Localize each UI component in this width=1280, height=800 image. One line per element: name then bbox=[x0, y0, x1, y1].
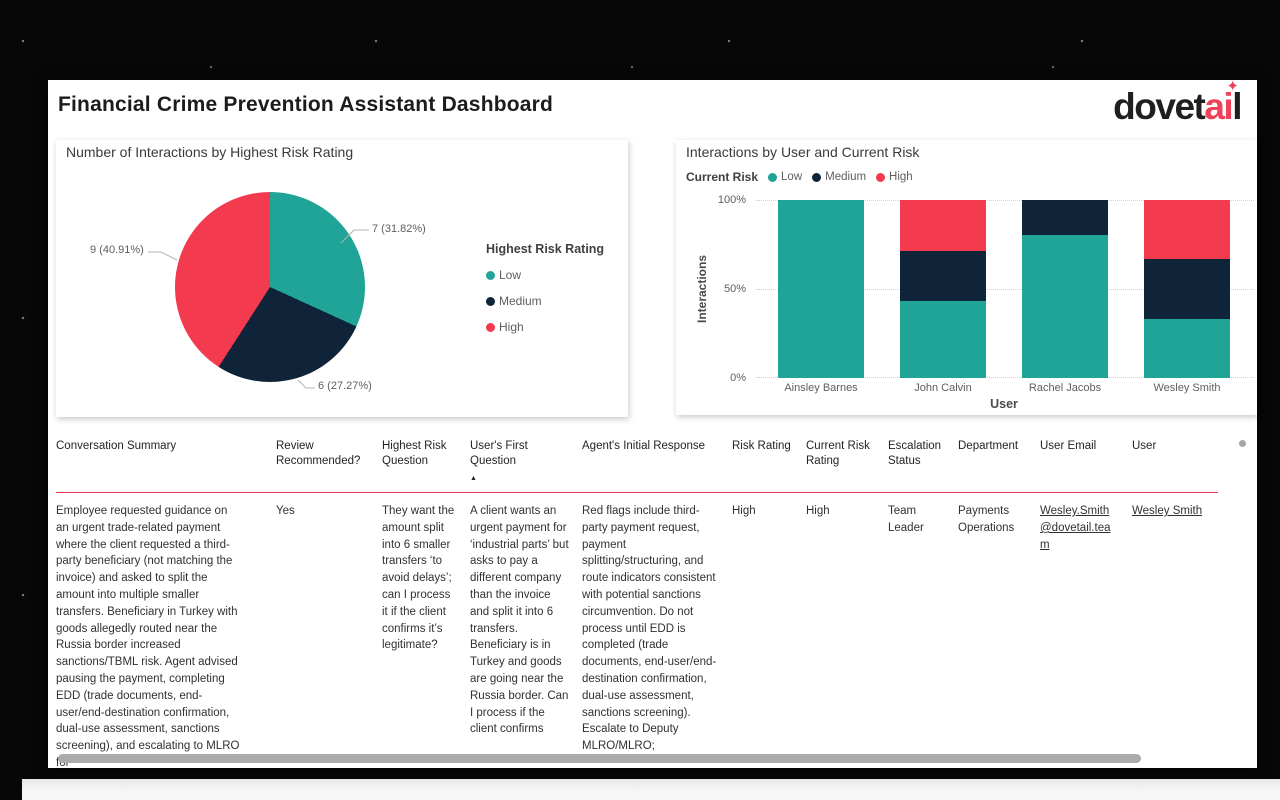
cell-current-risk-rating: High bbox=[806, 505, 830, 517]
cell-conversation-summary: Employee requested guidance on an urgent… bbox=[56, 505, 240, 768]
gridline-0 bbox=[756, 377, 1254, 378]
bar-segment-low[interactable] bbox=[1022, 234, 1108, 378]
pie-legend-label-medium: Medium bbox=[499, 294, 542, 308]
x-tick-label: John Calvin bbox=[914, 382, 972, 394]
pie-data-label-medium: 6 (27.27%) bbox=[318, 380, 372, 392]
page-title: Financial Crime Prevention Assistant Das… bbox=[58, 93, 554, 116]
bar-legend-title: Current Risk bbox=[686, 170, 759, 184]
col-header-risk-rating[interactable]: Risk Rating bbox=[732, 432, 806, 493]
col-header-users-first-question[interactable]: User's First Question ▲ bbox=[470, 432, 582, 493]
bar-legend-label-high: High bbox=[889, 171, 913, 183]
bar-ainsley-barnes[interactable] bbox=[778, 200, 864, 378]
bar-segment-medium[interactable] bbox=[1022, 200, 1108, 235]
sparkle-icon: ✦ bbox=[1226, 78, 1239, 95]
col-header-escalation-status[interactable]: Escalation Status bbox=[888, 432, 958, 493]
bar-segment-high[interactable] bbox=[1144, 200, 1230, 260]
y-tick-50: 50% bbox=[723, 283, 746, 295]
bar-segment-medium[interactable] bbox=[1144, 259, 1230, 319]
horizontal-scrollbar-thumb[interactable] bbox=[58, 754, 1141, 763]
bar-legend-label-low: Low bbox=[781, 171, 803, 183]
y-tick-0: 0% bbox=[730, 372, 746, 384]
bar-segment-high[interactable] bbox=[900, 200, 986, 251]
col-header-users-first-question-label: User's First Question bbox=[470, 440, 528, 467]
col-header-highest-risk-question[interactable]: Highest Risk Question bbox=[382, 432, 470, 493]
table-header-row: Conversation Summary Review Recommended?… bbox=[56, 432, 1218, 493]
dashboard-canvas: Financial Crime Prevention Assistant Das… bbox=[48, 78, 1257, 768]
cell-users-first-question: A client wants an urgent payment for ‘in… bbox=[470, 505, 569, 736]
pie-legend-title: Highest Risk Rating bbox=[486, 242, 605, 256]
user-email-link[interactable]: Wesley.Smith@dovetail.team bbox=[1040, 505, 1111, 551]
col-header-review-recommended[interactable]: Review Recommended? bbox=[276, 432, 382, 493]
table-row[interactable]: Employee requested guidance on an urgent… bbox=[56, 493, 1218, 769]
cell-escalation-status: Team Leader bbox=[888, 505, 924, 534]
bar-legend: Current Risk Low Medium High bbox=[686, 170, 923, 184]
bar-legend-item-high[interactable]: High bbox=[876, 171, 913, 183]
bar-segment-low[interactable] bbox=[778, 200, 864, 378]
logo-text-suffix: l bbox=[1232, 86, 1242, 127]
bar-plot-bars bbox=[760, 200, 1248, 378]
pie-legend-label-high: High bbox=[499, 320, 524, 334]
x-tick-label: Wesley Smith bbox=[1153, 382, 1221, 394]
next-section-edge bbox=[22, 779, 1280, 800]
cell-risk-rating: High bbox=[732, 505, 756, 517]
col-header-agents-initial-response[interactable]: Agent's Initial Response bbox=[582, 432, 732, 493]
x-axis-labels: Ainsley Barnes John Calvin Rachel Jacobs We… bbox=[760, 382, 1248, 394]
x-tick-label: Ainsley Barnes bbox=[784, 382, 858, 394]
bar-segment-medium[interactable] bbox=[900, 250, 986, 302]
dovetail-logo: dovetai ✦ l bbox=[1113, 78, 1242, 128]
x-axis-title: User bbox=[990, 397, 1018, 411]
pie-data-label-low: 7 (31.82%) bbox=[372, 223, 426, 235]
pie-chart-title: Number of Interactions by Highest Risk R… bbox=[66, 144, 354, 160]
cell-user-email: Wesley.Smith@dovetail.team bbox=[1040, 493, 1132, 769]
gridline-100 bbox=[756, 200, 1254, 201]
bar-legend-label-medium: Medium bbox=[825, 171, 867, 183]
bar-rachel-jacobs[interactable] bbox=[1022, 200, 1108, 378]
gridline-50 bbox=[756, 289, 1254, 290]
sort-ascending-icon: ▲ bbox=[470, 475, 477, 482]
cell-highest-risk-question: They want the amount split into 6 smalle… bbox=[382, 505, 455, 652]
bar-plot-area bbox=[756, 200, 1254, 378]
y-axis-title: Interactions bbox=[695, 254, 709, 324]
bar-segment-low[interactable] bbox=[1144, 318, 1230, 378]
pie-chart[interactable] bbox=[175, 192, 365, 382]
legend-dot-medium-icon bbox=[812, 172, 822, 182]
logo-text-accent: ai bbox=[1204, 86, 1233, 127]
cell-review-recommended: Yes bbox=[276, 505, 295, 517]
cell-user: Wesley Smith bbox=[1132, 493, 1218, 769]
pie-legend-item-low[interactable]: Low bbox=[486, 268, 604, 282]
pie-legend: Highest Risk Rating Low Medium High bbox=[486, 242, 604, 334]
interactions-table: Conversation Summary Review Recommended?… bbox=[56, 432, 1249, 768]
pie-legend-item-high[interactable]: High bbox=[486, 320, 604, 334]
legend-dot-low-icon bbox=[768, 172, 778, 182]
pie-legend-item-medium[interactable]: Medium bbox=[486, 294, 604, 308]
cell-agents-initial-response: Red flags include third-party payment re… bbox=[582, 505, 717, 753]
legend-dot-high-icon bbox=[486, 322, 495, 332]
logo-text-prefix: dovet bbox=[1113, 86, 1206, 127]
col-header-conversation-summary[interactable]: Conversation Summary bbox=[56, 432, 276, 493]
col-header-user[interactable]: User bbox=[1132, 432, 1218, 493]
legend-dot-medium-icon bbox=[486, 296, 495, 306]
vertical-scrollbar-thumb[interactable] bbox=[1239, 440, 1246, 447]
bar-segment-low[interactable] bbox=[900, 301, 986, 378]
bar-chart-card: Interactions by User and Current Risk Cu… bbox=[676, 140, 1257, 415]
legend-dot-high-icon bbox=[876, 172, 886, 182]
col-header-current-risk-rating[interactable]: Current Risk Rating bbox=[806, 432, 888, 493]
pie-legend-label-low: Low bbox=[499, 268, 522, 282]
bar-legend-item-low[interactable]: Low bbox=[768, 171, 802, 183]
x-tick-label: Rachel Jacobs bbox=[1028, 382, 1102, 394]
bar-chart-title: Interactions by User and Current Risk bbox=[686, 144, 920, 160]
user-link[interactable]: Wesley Smith bbox=[1132, 505, 1203, 517]
bar-john-calvin[interactable] bbox=[900, 200, 986, 378]
col-header-user-email[interactable]: User Email bbox=[1040, 432, 1132, 493]
legend-dot-low-icon bbox=[486, 270, 495, 280]
bar-wesley-smith[interactable] bbox=[1144, 200, 1230, 378]
y-tick-100: 100% bbox=[717, 194, 746, 206]
pie-data-label-high: 9 (40.91%) bbox=[90, 244, 144, 256]
bar-legend-item-medium[interactable]: Medium bbox=[812, 171, 866, 183]
col-header-department[interactable]: Department bbox=[958, 432, 1040, 493]
pie-chart-card: Number of Interactions by Highest Risk R… bbox=[56, 140, 628, 417]
cell-department: Payments Operations bbox=[958, 505, 1015, 534]
